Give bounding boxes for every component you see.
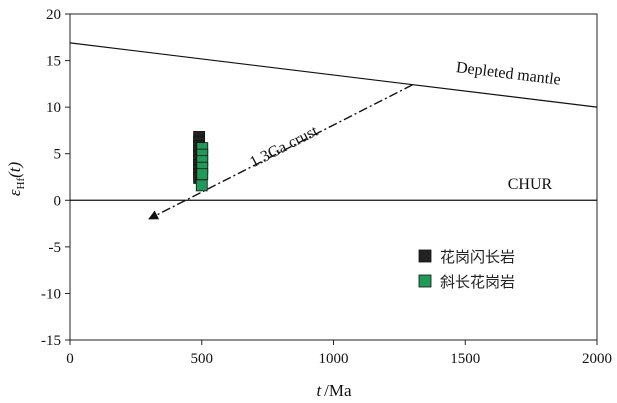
data-point: [195, 179, 208, 192]
y-tick-label: 20: [46, 7, 61, 23]
axis-titles: t/Ma εHf(t): [5, 161, 352, 400]
x-tick-label: 2000: [582, 351, 612, 367]
legend-swatch: [418, 274, 432, 288]
y-tick-label: 10: [46, 100, 61, 116]
y-tick-label: -10: [41, 286, 61, 302]
legend-swatch: [418, 249, 432, 263]
data-points: [193, 131, 209, 192]
reference-line: [148, 84, 413, 220]
y-tick-label: 5: [54, 147, 62, 163]
y-tick-label: -15: [41, 333, 61, 349]
reference-line-label: 1.3Ga crust: [247, 122, 321, 171]
y-axis-title: εHf(t): [5, 161, 27, 196]
reference-line-label: Depleted mantle: [455, 59, 562, 89]
legend-label: 花岗闪长岩: [440, 248, 515, 266]
x-tick-label: 1000: [319, 351, 349, 367]
x-tick-label: 0: [66, 351, 74, 367]
y-tick-label: -5: [49, 240, 62, 256]
reference-lines: Depleted mantle CHUR 1.3Ga crust: [69, 42, 598, 220]
reference-line: [69, 42, 598, 108]
x-tick-label: 500: [191, 351, 214, 367]
y-tick-label: 0: [54, 193, 62, 209]
x-tick-label: 1500: [450, 351, 480, 367]
legend-label: 斜长花岗岩: [440, 273, 515, 291]
x-axis-title: t/Ma: [316, 381, 352, 400]
y-tick-label: 15: [46, 54, 61, 70]
axes: 0 500 1000 1500 2000 -15 -10 -5 0 5 10 15 20: [41, 7, 612, 367]
reference-line-label: CHUR: [508, 176, 553, 193]
data-point: [196, 168, 209, 181]
